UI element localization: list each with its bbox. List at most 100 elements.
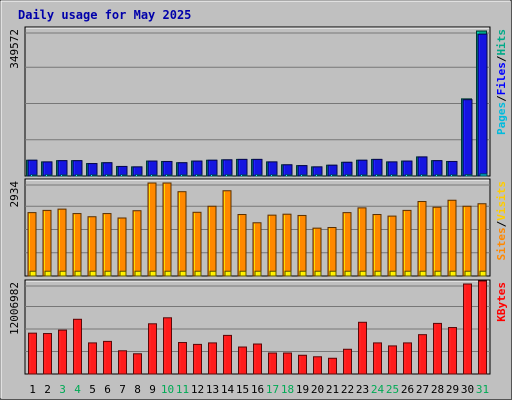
bar [449, 270, 457, 277]
bar [479, 270, 487, 277]
x-tick-label: 10 [161, 383, 174, 396]
legend-entry: / [495, 55, 508, 62]
panel-kbytes: 12006982 KBytes [8, 279, 508, 375]
bar [299, 270, 307, 277]
legend-entry: Sites [495, 227, 508, 260]
bar [163, 317, 172, 375]
bar [179, 270, 187, 277]
bar [343, 348, 352, 375]
x-tick-label: 18 [281, 383, 294, 396]
bar [269, 270, 277, 277]
bar [58, 329, 67, 375]
bar [433, 322, 442, 375]
x-tick-label: 24 [371, 383, 385, 396]
bar [178, 342, 187, 375]
legend-entry: Visits [495, 181, 508, 221]
bar [224, 174, 233, 177]
bar [223, 334, 232, 375]
panel-frame [24, 26, 491, 177]
bar [164, 174, 173, 177]
bar [418, 334, 427, 375]
y-max-label: 2934 [8, 181, 21, 208]
bar [194, 174, 203, 177]
bar [134, 174, 143, 177]
bar [344, 174, 353, 177]
bar [148, 323, 157, 375]
bar [209, 270, 217, 277]
bar [224, 270, 232, 277]
bar [374, 270, 382, 277]
bar [314, 270, 322, 277]
bar [299, 174, 308, 177]
x-tick-label: 21 [326, 383, 339, 396]
bar [344, 270, 352, 277]
x-tick-label: 25 [386, 383, 399, 396]
x-axis-labels: 1 2 3 4 5 6 7 8 9 10 11 12 13 14 15 16 17 18 19 20 21 22 23 24 2… [29, 383, 489, 396]
bar [478, 280, 487, 375]
x-tick-label: 8 [134, 383, 141, 396]
legend-entry: / [495, 220, 508, 227]
bar [43, 333, 52, 375]
x-tick-label: 14 [221, 383, 235, 396]
bar [133, 353, 142, 375]
x-tick-label: 2 [44, 383, 51, 396]
x-tick-label: 5 [89, 383, 96, 396]
x-tick-label: 27 [416, 383, 429, 396]
x-tick-label: 26 [401, 383, 414, 396]
bar [328, 357, 337, 375]
bar [284, 174, 293, 177]
bar [193, 343, 202, 375]
bar [118, 350, 127, 375]
bar [268, 352, 277, 375]
bar [149, 270, 157, 277]
bar [404, 270, 412, 277]
bar [449, 174, 458, 177]
bar [389, 270, 397, 277]
bar [464, 174, 473, 177]
bar [209, 174, 218, 177]
bar [329, 270, 337, 277]
panel-legend: Sites/Visits [495, 181, 508, 261]
bar [103, 340, 112, 375]
bar [59, 174, 68, 177]
bar [89, 174, 98, 177]
x-tick-label: 23 [356, 383, 369, 396]
x-tick-label: 29 [446, 383, 459, 396]
bar [253, 343, 262, 375]
bar [254, 270, 262, 277]
bar [329, 174, 338, 177]
bar [358, 321, 367, 375]
x-tick-label: 13 [206, 383, 219, 396]
bar [194, 270, 202, 277]
x-tick-label: 7 [119, 383, 126, 396]
bar [434, 174, 443, 177]
bar [403, 342, 412, 375]
x-tick-label: 11 [176, 383, 189, 396]
x-tick-label: 30 [461, 383, 474, 396]
bar [238, 346, 247, 375]
bar [269, 174, 278, 177]
x-tick-label: 19 [296, 383, 309, 396]
bar [44, 270, 52, 277]
bar [104, 270, 112, 277]
bar [28, 332, 37, 375]
bar [29, 174, 38, 177]
bar [298, 354, 307, 375]
bar [463, 283, 472, 375]
x-tick-label: 31 [476, 383, 489, 396]
chart-panels: 349572Pages/Files/Hits2934Sites/Visits12… [8, 26, 508, 375]
x-tick-label: 6 [104, 383, 111, 396]
panel-legend: KBytes [495, 282, 508, 322]
bar [479, 173, 488, 177]
bar [179, 174, 188, 177]
x-tick-label: 4 [74, 383, 81, 396]
panel-legend: Pages/Files/Hits [495, 29, 508, 135]
bar [134, 270, 142, 277]
bar [164, 270, 172, 277]
legend-entry: / [495, 95, 508, 102]
x-tick-label: 17 [266, 383, 279, 396]
y-max-label: 12006982 [8, 282, 21, 335]
bar [314, 174, 323, 177]
bar [119, 270, 127, 277]
